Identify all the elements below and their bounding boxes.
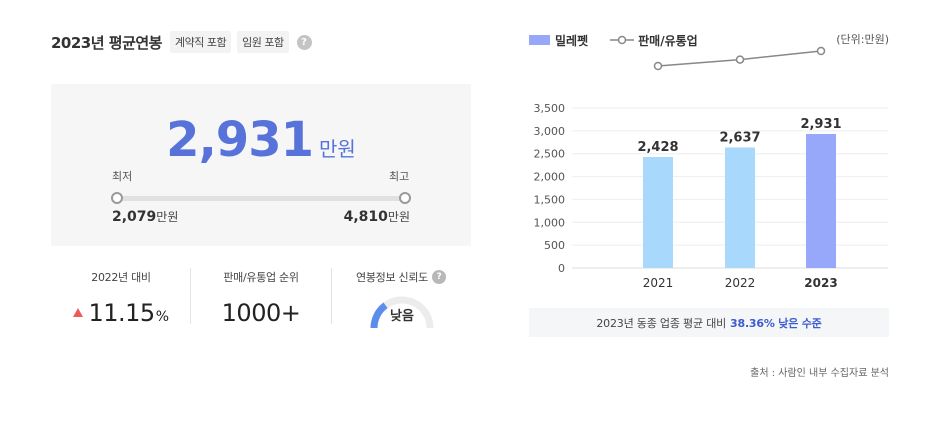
bar-value-label: 2,637	[719, 130, 760, 145]
reliability-label-row: 연봉정보 신뢰도?	[356, 269, 446, 285]
legend-bar-swatch	[529, 35, 550, 45]
legend-line: 판매/유통업	[610, 32, 698, 49]
unit-note: (단위:만원)	[836, 33, 889, 46]
y-tick-label: 1,000	[534, 216, 566, 229]
y-tick-label: 0	[558, 262, 565, 275]
yoy-change-unit: %	[155, 309, 169, 325]
stat-reliability: 연봉정보 신뢰도?	[331, 266, 471, 285]
reliability-label: 연봉정보 신뢰도	[356, 271, 428, 284]
stat-industry-rank: 판매/유통업 순위 1000+	[191, 266, 331, 327]
reliability-gauge: 낮음	[366, 292, 438, 332]
help-icon[interactable]: ?	[296, 34, 312, 50]
comparison-highlight: 38.36% 낮은 수준	[730, 316, 822, 330]
bar	[806, 134, 836, 268]
average-salary: 2,931 만원	[51, 112, 471, 168]
bar	[725, 147, 755, 268]
bar-value-label: 2,428	[637, 140, 678, 155]
y-tick-label: 3,500	[534, 102, 566, 115]
industry-line-point	[653, 61, 663, 71]
min-salary-unit: 만원	[156, 210, 179, 224]
title-row: 2023년 평균연봉 계약직 포함 임원 포함 ?	[51, 30, 312, 54]
stat-divider	[331, 268, 332, 324]
y-tick-label: 1,500	[534, 193, 566, 206]
industry-rank-value: 1000+	[221, 299, 301, 327]
legend-bar-label: 밀레펫	[555, 33, 589, 48]
yoy-change: 11.15%	[51, 299, 191, 327]
x-tick-label: 2023	[804, 276, 837, 290]
gauge-fill	[370, 302, 388, 329]
reliability-value: 낮음	[390, 309, 414, 324]
source-note: 출처 : 사람인 내부 수집자료 분석	[750, 368, 889, 379]
comparison-box: 2023년 동종 업종 평균 대비 38.36% 낮은 수준	[529, 308, 889, 337]
x-tick-label: 2022	[725, 276, 756, 290]
salary-chart: 0 500 1,000 1,500 2,000 2,500 3,000 3,500 2,428 2…	[534, 46, 888, 290]
range-max-knob	[399, 192, 411, 204]
y-tick-label: 2,000	[534, 171, 566, 184]
stat-divider	[190, 268, 191, 324]
industry-line-point	[816, 46, 826, 56]
help-icon[interactable]: ?	[431, 270, 446, 284]
yoy-change-value: 11.15	[88, 299, 155, 327]
tag-contract: 계약직 포함	[169, 31, 232, 53]
industry-rank-label: 판매/유통업 순위	[223, 271, 299, 284]
stat-yoy-change: 2022년 대비 11.15%	[51, 266, 191, 327]
max-salary-unit: 만원	[387, 210, 410, 224]
legend-line-icon	[610, 35, 635, 45]
up-arrow-icon	[73, 307, 84, 317]
y-tick-label: 3,000	[534, 125, 566, 138]
min-salary: 2,079만원	[112, 208, 178, 225]
min-salary-value: 2,079	[112, 209, 157, 225]
industry-line-point	[735, 55, 745, 64]
average-salary-unit: 만원	[319, 137, 356, 161]
y-tick-label: 2,500	[534, 148, 566, 161]
salary-range-track	[117, 196, 405, 201]
min-label: 최저	[112, 170, 133, 183]
comparison-text: 2023년 동종 업종 평균 대비	[596, 316, 727, 330]
tag-executive: 임원 포함	[237, 31, 289, 53]
bar	[643, 157, 673, 268]
max-salary-value: 4,810	[343, 209, 388, 225]
range-min-knob	[111, 192, 123, 204]
max-salary: 4,810만원	[344, 208, 410, 225]
chart-legend: 밀레펫 판매/유통업	[529, 30, 698, 50]
yoy-change-label: 2022년 대비	[91, 271, 151, 284]
page-title: 2023년 평균연봉	[51, 33, 162, 52]
average-salary-value: 2,931	[166, 112, 314, 168]
y-tick-label: 500	[544, 239, 565, 252]
max-label: 최고	[389, 170, 410, 183]
legend-line-label: 판매/유통업	[638, 33, 698, 48]
x-tick-label: 2021	[643, 276, 674, 290]
salary-summary-box: 2,931 만원 최저 최고 2,079만원 4,810만원	[51, 84, 471, 246]
bar-value-label: 2,931	[800, 117, 841, 132]
